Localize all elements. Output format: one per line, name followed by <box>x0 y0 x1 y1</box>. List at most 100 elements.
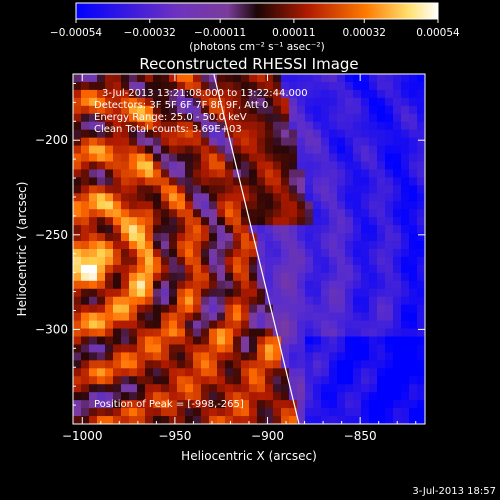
heatmap-cell <box>289 256 298 266</box>
heatmap-cell <box>401 272 410 282</box>
heatmap-cell <box>297 217 306 226</box>
heatmap-cell <box>249 177 258 186</box>
heatmap-cell <box>233 272 242 282</box>
heatmap-cell <box>385 392 394 401</box>
heatmap-cell <box>257 344 266 353</box>
heatmap-cell <box>273 169 282 178</box>
heatmap-cell <box>209 352 218 361</box>
heatmap-cell <box>113 177 122 186</box>
heatmap-cell <box>89 376 98 385</box>
heatmap-cell <box>113 320 122 330</box>
heatmap-cell <box>297 312 306 322</box>
heatmap-cell <box>401 400 410 409</box>
heatmap-cell <box>225 296 234 306</box>
heatmap-cell <box>321 344 330 353</box>
heatmap-cell <box>337 241 346 250</box>
heatmap-cell <box>257 384 266 393</box>
heatmap-cell <box>193 360 202 369</box>
heatmap-cell <box>249 392 258 401</box>
heatmap-cell <box>369 376 378 385</box>
heatmap-cell <box>361 209 370 218</box>
heatmap-cell <box>193 328 202 338</box>
heatmap-cell <box>417 113 425 123</box>
heatmap-cell <box>185 177 194 186</box>
heatmap-cell <box>297 89 306 99</box>
heatmap-cell <box>321 408 330 417</box>
heatmap-cell <box>161 360 170 369</box>
heatmap-cell <box>153 161 162 171</box>
heatmap-cell <box>193 113 202 123</box>
heatmap-cell <box>369 74 378 83</box>
heatmap-cell <box>321 352 330 361</box>
heatmap-cell <box>417 288 425 298</box>
heatmap-cell <box>313 360 322 369</box>
heatmap-cell <box>353 336 362 346</box>
heatmap-cell <box>329 249 338 258</box>
heatmap-cell <box>105 304 114 314</box>
heatmap-cell <box>153 249 162 258</box>
heatmap-cell <box>417 384 425 393</box>
heatmap-cell <box>417 312 425 322</box>
heatmap-cell <box>225 320 234 330</box>
heatmap-cell <box>97 241 106 250</box>
heatmap-cell <box>385 97 394 107</box>
heatmap-cell <box>137 392 146 401</box>
heatmap-cell <box>81 416 90 424</box>
heatmap-cell <box>201 336 210 346</box>
heatmap-cell <box>369 256 378 266</box>
heatmap-cell <box>73 81 82 91</box>
heatmap-cell <box>353 360 362 369</box>
heatmap-cell <box>305 416 314 424</box>
heatmap-cell <box>201 376 210 385</box>
heatmap-cell <box>113 360 122 369</box>
heatmap-cell <box>265 169 274 178</box>
heatmap-cell <box>177 272 186 282</box>
heatmap-cell <box>217 272 226 282</box>
heatmap-cell <box>113 233 122 242</box>
heatmap-cell <box>329 89 338 99</box>
heatmap-cell <box>89 97 98 107</box>
heatmap-cell <box>241 392 250 401</box>
heatmap-cell <box>177 201 186 210</box>
heatmap-cell <box>225 121 234 131</box>
heatmap-cell <box>225 241 234 250</box>
heatmap-cell <box>345 376 354 385</box>
heatmap-cell <box>273 209 282 218</box>
heatmap-cell <box>409 185 418 194</box>
heatmap-cell <box>113 272 122 282</box>
heatmap-cell <box>329 384 338 393</box>
time-range-annotation: 3-Jul-2013 13:21:08.000 to 13:22:44.000 <box>102 88 308 99</box>
heatmap-cell <box>321 145 330 155</box>
heatmap-cell <box>185 145 194 155</box>
heatmap-cell <box>145 129 154 139</box>
heatmap-cell <box>209 74 218 83</box>
heatmap-cell <box>145 264 154 274</box>
heatmap-cell <box>89 288 98 298</box>
heatmap-cell <box>169 384 178 393</box>
heatmap-cell <box>209 328 218 338</box>
heatmap-cell <box>113 153 122 163</box>
heatmap-cell <box>121 384 130 393</box>
heatmap-cell <box>201 256 210 266</box>
heatmap-cell <box>305 360 314 369</box>
heatmap-cell <box>169 153 178 163</box>
heatmap-cell <box>97 400 106 409</box>
heatmap-cell <box>129 225 138 234</box>
heatmap-cell <box>257 217 266 226</box>
heatmap-cell <box>169 304 178 314</box>
heatmap-cell <box>145 304 154 314</box>
heatmap-cell <box>249 336 258 346</box>
heatmap-cell <box>369 360 378 369</box>
heatmap-cell <box>361 177 370 186</box>
heatmap-cell <box>185 384 194 393</box>
colorbar: −0.00054 −0.00032 −0.00011 0.00011 0.00032 0.… <box>50 2 460 53</box>
heatmap-cell <box>401 249 410 258</box>
heatmap-cell <box>241 97 250 107</box>
heatmap-cell <box>169 392 178 401</box>
heatmap-cell <box>89 256 98 266</box>
heatmap-cell <box>233 105 242 115</box>
heatmap-cell <box>369 264 378 274</box>
heatmap-cell <box>329 408 338 417</box>
heatmap-cell <box>169 312 178 322</box>
heatmap-cell <box>169 360 178 369</box>
